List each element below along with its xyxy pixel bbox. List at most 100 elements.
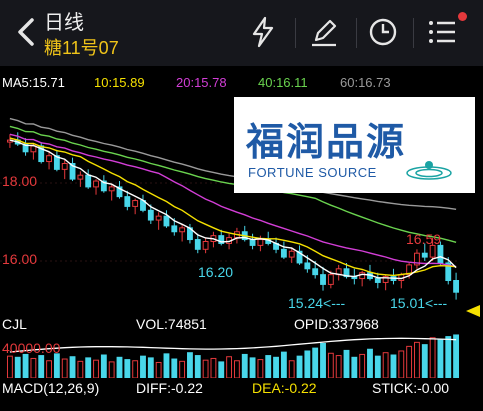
candlestick-chart[interactable]: [0, 92, 483, 316]
contract-name[interactable]: 糖11号07: [44, 38, 119, 58]
candle-body: [359, 272, 366, 280]
volume-bar: [194, 355, 201, 378]
volume-bar: [108, 361, 115, 378]
ma10-value: 10:15.89: [94, 75, 145, 90]
candle-body: [288, 250, 295, 258]
logo-chinese-text: 福润品源: [246, 120, 407, 164]
volume-bar: [265, 355, 272, 378]
ma60-line: [9, 117, 457, 210]
candle-body: [257, 239, 264, 246]
divider: [356, 18, 357, 48]
volume-bar: [367, 348, 373, 378]
volume-bar: [390, 354, 397, 378]
back-chevron-icon[interactable]: [12, 12, 40, 52]
candle-body: [202, 241, 209, 250]
volume-bar: [69, 356, 76, 378]
candle-body: [132, 200, 139, 207]
volume-bar: [6, 355, 13, 378]
volume-bar: [233, 360, 240, 378]
volume-bar: [398, 350, 405, 378]
open-interest-line: [9, 337, 457, 353]
volume-bar: [187, 352, 193, 378]
water-drop-icon: [406, 161, 452, 180]
volume-axis-label: 40000.00: [2, 340, 61, 356]
volume-bar: [414, 341, 420, 378]
volume-bar: [46, 360, 52, 378]
volume-bar: [85, 357, 92, 378]
candle-body: [38, 145, 45, 163]
macd-title[interactable]: MACD(12,26,9): [2, 380, 100, 396]
top-bar: 日线 糖11号07: [0, 0, 483, 66]
volume-bar: [312, 347, 319, 378]
volume-bar: [437, 339, 444, 378]
candle-body: [46, 155, 52, 163]
volume-bar: [320, 343, 326, 378]
logo-english-text: FORTUNE SOURCE: [248, 165, 377, 180]
volume-bar: [343, 349, 350, 378]
divider: [295, 18, 296, 48]
menu-list-icon[interactable]: [424, 14, 460, 50]
candle-body: [108, 186, 115, 192]
volume-bar: [429, 337, 436, 378]
volume-bar: [374, 355, 381, 378]
volume-bar: [280, 351, 287, 378]
volume-bar: [163, 353, 170, 378]
volume-bar: [421, 344, 428, 378]
volume-bar: [351, 356, 358, 378]
volume-bar: [257, 359, 264, 378]
volume-bar: [296, 355, 303, 378]
candle-body: [343, 268, 350, 278]
candle-body: [163, 215, 170, 227]
volume-bar: [273, 356, 279, 378]
volume-bar: [359, 353, 366, 378]
volume-bar: [147, 357, 154, 378]
candle-body: [77, 174, 84, 180]
volume-bar: [132, 360, 139, 378]
candle-body: [22, 143, 29, 153]
candle-body: [61, 163, 68, 170]
volume-bar: [93, 359, 99, 378]
candle-body: [179, 227, 186, 233]
volume-bar: [171, 358, 178, 378]
volume-bar: [327, 352, 334, 378]
candle-body: [382, 276, 389, 283]
volume-indicator-label[interactable]: CJL: [2, 316, 27, 332]
candle-body: [85, 174, 92, 188]
ma5-value: MA5:15.71: [2, 75, 65, 90]
candle-body: [53, 155, 60, 170]
lightning-icon[interactable]: [245, 14, 281, 50]
divider: [413, 18, 414, 48]
volume-bar: [226, 356, 233, 378]
volume-bar: [210, 357, 217, 378]
volume-bar: [77, 360, 84, 378]
candle-body: [304, 262, 311, 270]
candle-body: [406, 264, 413, 276]
macd-dea: DEA:-0.22: [252, 380, 317, 396]
volume-bar: [406, 345, 413, 378]
volume-bar: [22, 353, 29, 378]
candle-body: [116, 186, 123, 198]
candle-body: [171, 225, 178, 233]
open-interest-value: OPID:337968: [294, 316, 379, 332]
low-annotation-2: 15.24<---: [288, 295, 346, 311]
low-annotation-1: 16.20: [198, 264, 234, 280]
volume-bar: [30, 357, 37, 378]
watermark-logo: 福润品源 FORTUNE SOURCE: [234, 97, 475, 193]
ma5-line: [9, 139, 457, 280]
clock-icon[interactable]: [365, 14, 401, 50]
high-annotation: 16.59: [406, 231, 442, 247]
notification-dot: [458, 12, 467, 21]
candle-body: [421, 252, 428, 258]
candle-body: [312, 268, 319, 276]
ma20-line: [9, 133, 457, 268]
volume-bar: [202, 359, 209, 378]
volume-bar: [53, 353, 60, 378]
volume-chart[interactable]: [0, 332, 483, 378]
candle-body: [280, 248, 287, 258]
ma40-value: 40:16.11: [258, 75, 308, 90]
volume-bar: [14, 356, 21, 378]
volume-bar: [61, 358, 68, 378]
volume-bar: [218, 361, 225, 378]
candle-body: [320, 274, 326, 285]
pen-icon[interactable]: [306, 14, 342, 50]
